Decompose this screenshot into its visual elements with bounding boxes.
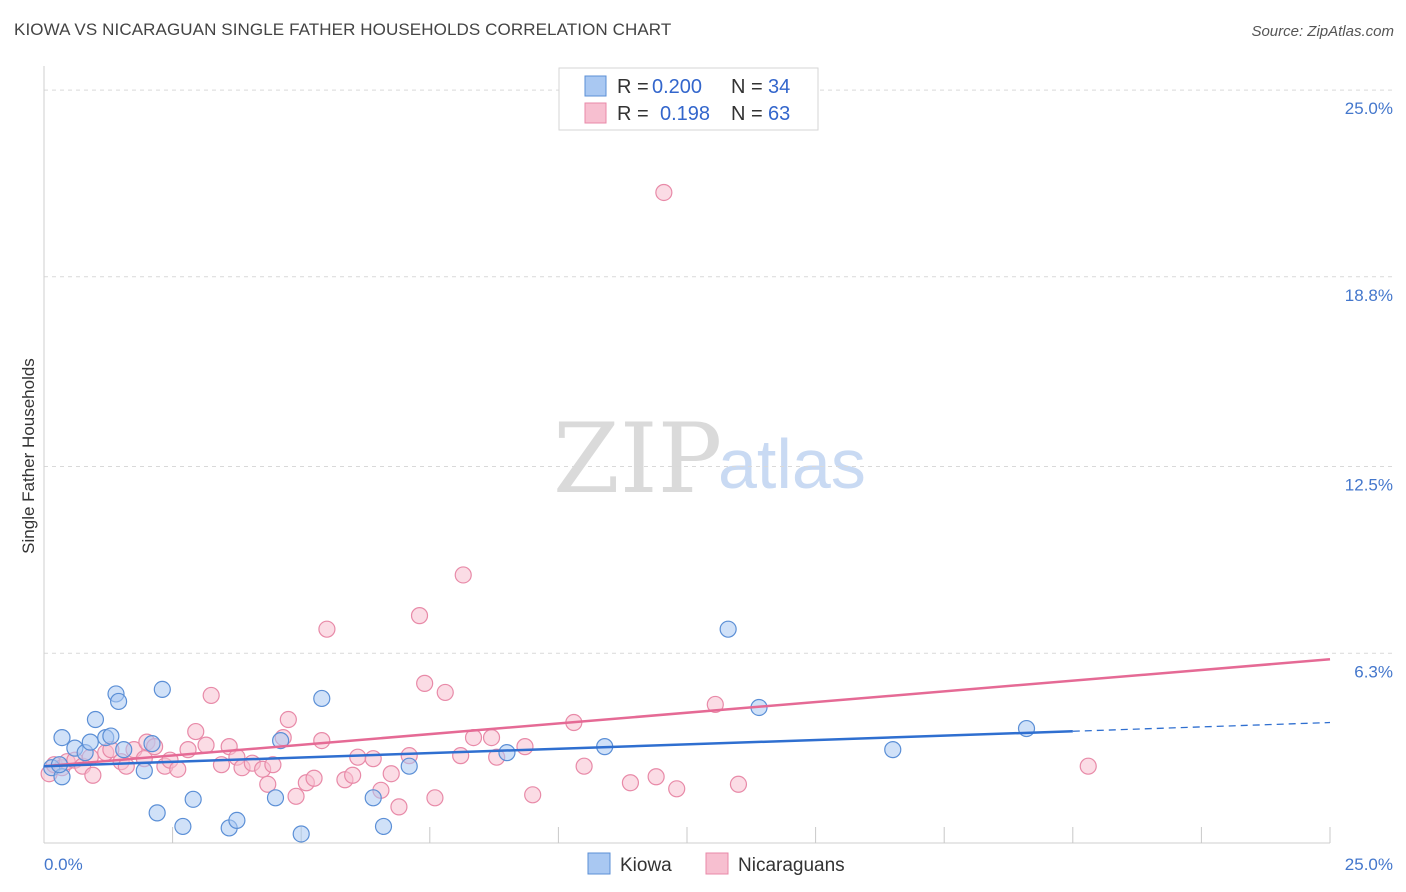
x-tick-label-min: 0.0% — [44, 855, 83, 874]
nicaraguans-point — [516, 738, 534, 756]
kiowa-point — [81, 733, 99, 751]
nicaraguans-point — [436, 683, 454, 702]
nicaraguans-point — [729, 775, 748, 793]
kiowa-point — [719, 620, 737, 638]
legend-kiowa-r-value: 0.200 — [652, 76, 702, 98]
chart-source: Source: ZipAtlas.com — [1251, 23, 1394, 40]
kiowa-point — [53, 728, 71, 747]
nicaraguans-point — [390, 798, 408, 816]
nicaraguans-point — [416, 674, 434, 692]
nicaraguans-point — [452, 747, 470, 765]
nicaraguans-point — [575, 757, 593, 775]
bottom-legend: Kiowa Nicaraguans — [587, 852, 845, 876]
kiowa-point — [143, 735, 161, 753]
nicaraguans-point — [1079, 757, 1097, 775]
nicaraguans-point — [344, 766, 362, 784]
kiowa-point — [884, 741, 902, 759]
legend: R = 0.200 N = 34 R = 0.198 N = 63 — [558, 67, 819, 131]
nicaraguans-point — [524, 786, 542, 804]
kiowa-point — [374, 817, 393, 836]
legend-kiowa-r-label: R = — [617, 76, 649, 98]
nicaraguans-point — [279, 710, 297, 729]
kiowa-point — [102, 727, 120, 745]
nicaraguans-point — [305, 769, 323, 787]
nicaraguans-point — [364, 750, 382, 768]
nicaraguans-point — [482, 728, 501, 747]
y-tick-label: 18.8% — [1345, 286, 1393, 305]
nicaraguans-point — [313, 732, 331, 750]
nicaraguans-trend-line — [43, 658, 1331, 768]
nicaraguans-point — [197, 736, 215, 754]
legend-nicaraguans-r-value: 0.198 — [660, 103, 710, 125]
nicaraguans-point — [264, 756, 282, 774]
kiowa-point — [292, 825, 310, 843]
kiowa-point — [228, 811, 246, 830]
kiowa-points — [43, 620, 1036, 843]
legend-nicaraguans-n-value: 63 — [768, 103, 790, 125]
chart-title: KIOWA VS NICARAGUAN SINGLE FATHER HOUSEH… — [14, 20, 672, 39]
kiowa-point — [135, 762, 153, 780]
trend-layer — [43, 658, 1331, 768]
y-tick-label: 25.0% — [1345, 99, 1393, 118]
nicaraguans-point — [169, 760, 187, 778]
bottom-legend-kiowa-label: Kiowa — [620, 855, 672, 876]
nicaraguans-point — [287, 787, 305, 805]
kiowa-point — [498, 744, 516, 762]
axis-layer: 6.3% 12.5% 18.8% 25.0% — [43, 66, 1393, 844]
legend-kiowa-n-value: 34 — [768, 76, 790, 98]
legend-nicaraguans-n-label: N = — [731, 103, 763, 125]
bottom-legend-kiowa-swatch — [587, 852, 611, 875]
nicaraguans-point — [668, 780, 686, 798]
legend-nicaraguans-swatch — [584, 102, 607, 124]
kiowa-point — [266, 789, 285, 807]
nicaraguans-point — [259, 775, 277, 793]
y-tick-label: 6.3% — [1354, 662, 1393, 681]
kiowa-point — [272, 732, 290, 750]
kiowa-point — [115, 741, 133, 759]
nicaraguans-point — [382, 765, 400, 783]
nicaraguans-point — [187, 722, 205, 741]
watermark-atlas: atlas — [718, 425, 866, 503]
nicaraguans-point — [84, 766, 102, 784]
kiowa-point — [148, 804, 166, 822]
y-tick-label: 12.5% — [1345, 476, 1393, 495]
watermark-zip: ZIP — [553, 403, 722, 515]
bottom-legend-nicaraguans-label: Nicaraguans — [738, 855, 845, 876]
nicaraguans-point — [410, 607, 429, 625]
nicaraguans-point — [426, 789, 444, 807]
kiowa-point — [109, 692, 128, 711]
nicaraguans-point — [318, 620, 336, 638]
kiowa-trend-line — [43, 730, 1073, 768]
kiowa-point — [153, 680, 171, 699]
legend-kiowa-n-label: N = — [731, 76, 763, 98]
nicaraguans-point — [706, 695, 724, 714]
nicaraguans-point — [621, 774, 640, 792]
kiowa-point — [184, 790, 202, 808]
kiowa-point — [313, 689, 331, 708]
kiowa-trend-extension — [1072, 721, 1331, 732]
grid-layer — [44, 89, 1395, 654]
nicaraguans-point — [647, 768, 665, 786]
kiowa-point — [400, 757, 418, 775]
y-axis-title: Single Father Households — [19, 358, 38, 554]
kiowa-point — [364, 789, 382, 807]
bottom-legend-nicaraguans-swatch — [705, 852, 729, 875]
x-tick-label-max: 25.0% — [1345, 855, 1393, 874]
legend-nicaraguans-r-label: R = — [617, 103, 649, 125]
nicaraguans-point — [349, 748, 367, 766]
kiowa-point — [174, 817, 192, 836]
nicaraguans-point — [655, 183, 673, 202]
nicaraguans-point — [202, 686, 220, 705]
kiowa-point — [86, 710, 105, 729]
legend-kiowa-swatch — [584, 75, 607, 97]
nicaraguans-point — [454, 566, 472, 584]
